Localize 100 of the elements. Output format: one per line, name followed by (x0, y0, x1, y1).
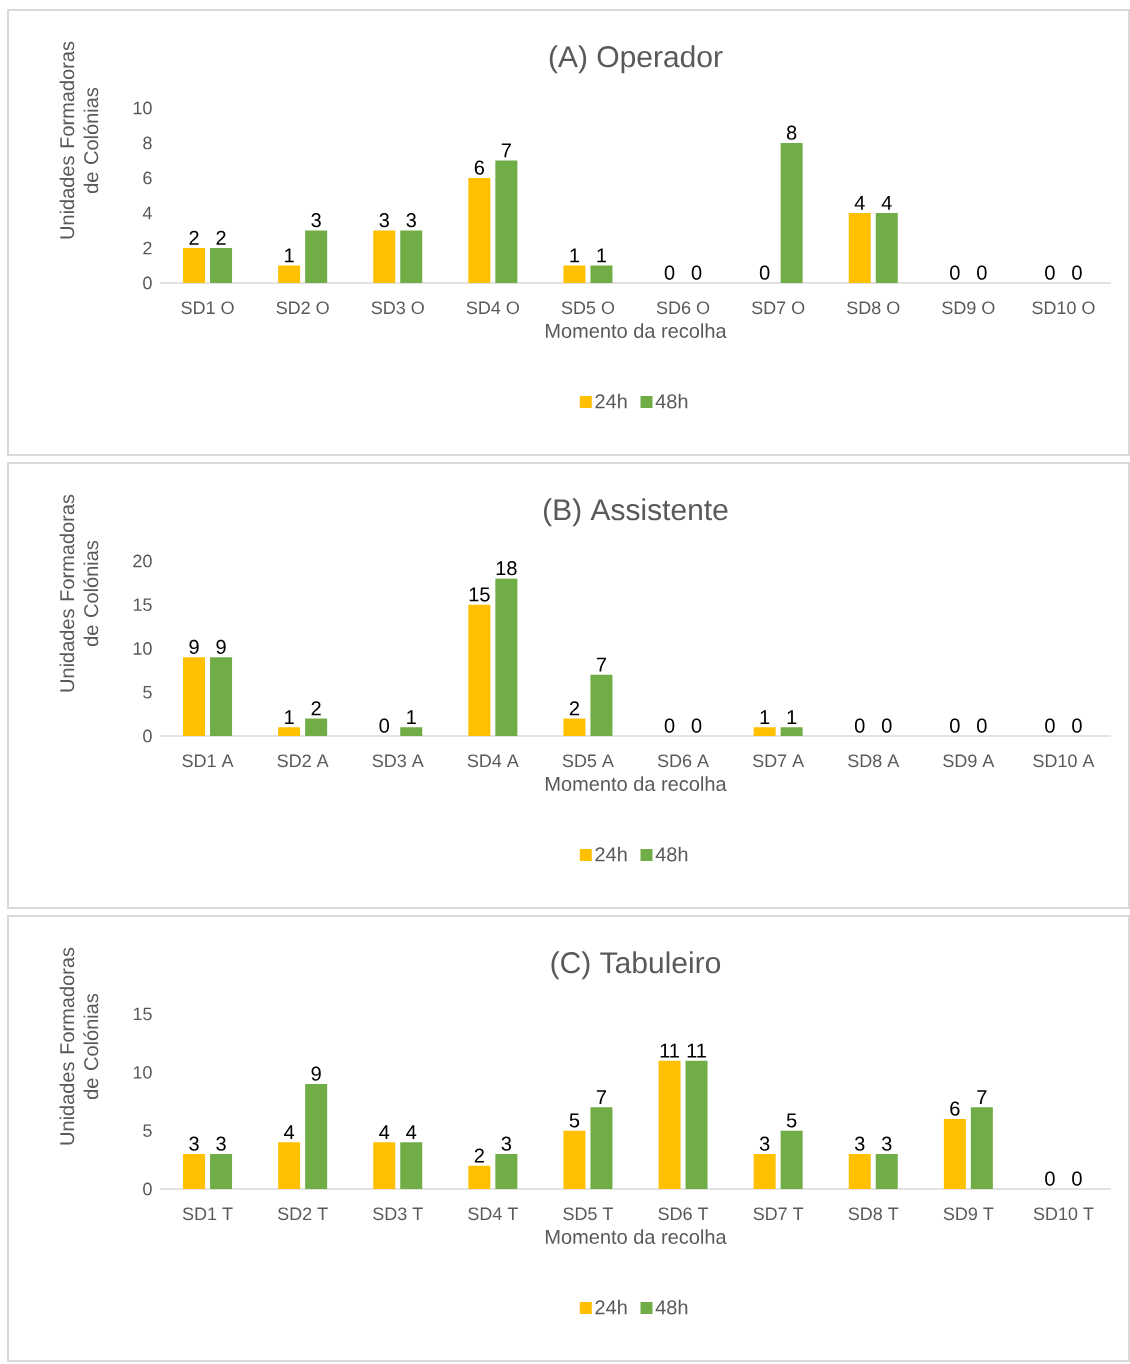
chart-title: (B) Assistente (543, 498, 728, 527)
x-tick-label: SD3 T (373, 1207, 423, 1221)
data-label: 1 (760, 710, 770, 724)
bar (305, 230, 328, 283)
x-tick-label: SD6 A (657, 754, 710, 768)
bar (373, 230, 396, 283)
bar (970, 1107, 993, 1189)
x-tick-label: SD8 A (848, 754, 900, 768)
bar (210, 247, 233, 283)
data-label: 0 (379, 718, 390, 733)
x-axis-title: Momento da recolha (545, 776, 727, 791)
x-axis-title: Momento da recolha (545, 1229, 727, 1244)
x-tick-label: SD8 T (848, 1207, 899, 1221)
bar (753, 727, 776, 736)
x-tick-label: SD2 A (277, 754, 329, 768)
bar (400, 1142, 423, 1189)
data-label: 0 (977, 265, 987, 280)
data-label: 18 (496, 561, 517, 576)
y-tick-label: 0 (143, 1182, 152, 1196)
y-tick-label: 0 (143, 729, 152, 743)
data-label: 1 (285, 710, 294, 724)
y-axis-title: Unidades Formadoras de Colónias (59, 41, 99, 239)
bar (780, 142, 803, 283)
bar (658, 1060, 681, 1189)
data-label: 3 (501, 1136, 512, 1151)
data-label: 6 (950, 1101, 960, 1116)
legend-label: 24h (595, 393, 627, 409)
x-tick-label: SD4 O (466, 301, 519, 315)
x-axis-title: Momento da recolha (545, 323, 727, 338)
data-label: 4 (406, 1125, 417, 1140)
bar (495, 578, 518, 736)
data-label: 7 (977, 1090, 987, 1105)
data-label: 1 (285, 248, 294, 263)
chart-title: (A) Operador (549, 45, 723, 74)
y-tick-label: 15 (133, 598, 152, 612)
x-tick-label: SD10 A (1033, 754, 1095, 768)
x-tick-label: SD1 T (182, 1207, 233, 1221)
legend-label: 24h (595, 1299, 627, 1315)
bar (943, 1119, 966, 1189)
data-label: 7 (596, 657, 607, 672)
x-tick-label: SD2 O (276, 301, 329, 315)
bar (210, 657, 233, 736)
data-label: 0 (1045, 265, 1055, 280)
bar (780, 1130, 803, 1189)
x-tick-label: SD6 O (656, 301, 710, 315)
x-tick-label: SD9 A (943, 754, 995, 768)
data-label: 0 (881, 718, 892, 733)
bar (210, 1154, 233, 1189)
bar (278, 727, 301, 736)
data-label: 4 (379, 1125, 390, 1140)
data-label: 0 (691, 718, 702, 733)
data-label: 1 (597, 248, 607, 263)
data-label: 11 (660, 1043, 679, 1058)
data-label: 3 (406, 213, 416, 228)
data-label: 0 (950, 265, 960, 280)
x-tick-label: SD3 O (371, 301, 424, 315)
data-label: 0 (1045, 718, 1055, 733)
y-tick-label: 2 (143, 241, 152, 255)
x-tick-label: SD7 O (751, 301, 805, 315)
data-label: 11 (687, 1043, 706, 1058)
y-tick-label: 6 (143, 171, 152, 185)
bar (848, 212, 871, 283)
x-tick-label: SD9 O (942, 301, 995, 315)
data-label: 0 (691, 265, 702, 280)
data-label: 8 (786, 125, 797, 140)
data-label: 1 (407, 710, 416, 724)
data-label: 15 (469, 587, 490, 602)
bar (305, 718, 328, 736)
bar (590, 1107, 613, 1189)
data-label: 5 (569, 1113, 580, 1128)
y-tick-label: 0 (143, 276, 152, 290)
data-label: 2 (189, 230, 199, 245)
bar (563, 1130, 586, 1189)
data-label: 3 (311, 213, 321, 228)
bar (495, 1154, 518, 1189)
data-label: 0 (759, 265, 770, 280)
x-tick-label: SD4 A (467, 754, 519, 768)
data-label: 2 (216, 230, 226, 245)
x-tick-label: SD10 T (1033, 1207, 1094, 1221)
bar (468, 1165, 491, 1189)
bar (780, 727, 803, 736)
bar (278, 1142, 301, 1189)
data-label: 3 (216, 1136, 226, 1151)
y-tick-label: 4 (142, 206, 152, 220)
x-tick-label: SD5 O (561, 301, 615, 315)
bar (400, 727, 423, 736)
data-label: 0 (664, 718, 675, 733)
bar (183, 657, 206, 736)
data-label: 7 (501, 143, 511, 158)
data-label: 0 (1072, 718, 1082, 733)
bar (875, 212, 898, 283)
data-label: 3 (759, 1136, 770, 1151)
x-tick-label: SD7 T (753, 1207, 804, 1221)
data-label: 4 (854, 195, 865, 210)
y-axis-title: Unidades Formadoras de Colónias (59, 494, 99, 692)
data-label: 3 (189, 1136, 199, 1151)
x-tick-label: SD1 O (181, 301, 234, 315)
x-tick-label: SD9 T (943, 1207, 994, 1221)
x-tick-label: SD7 A (752, 754, 805, 768)
bar (183, 247, 206, 283)
